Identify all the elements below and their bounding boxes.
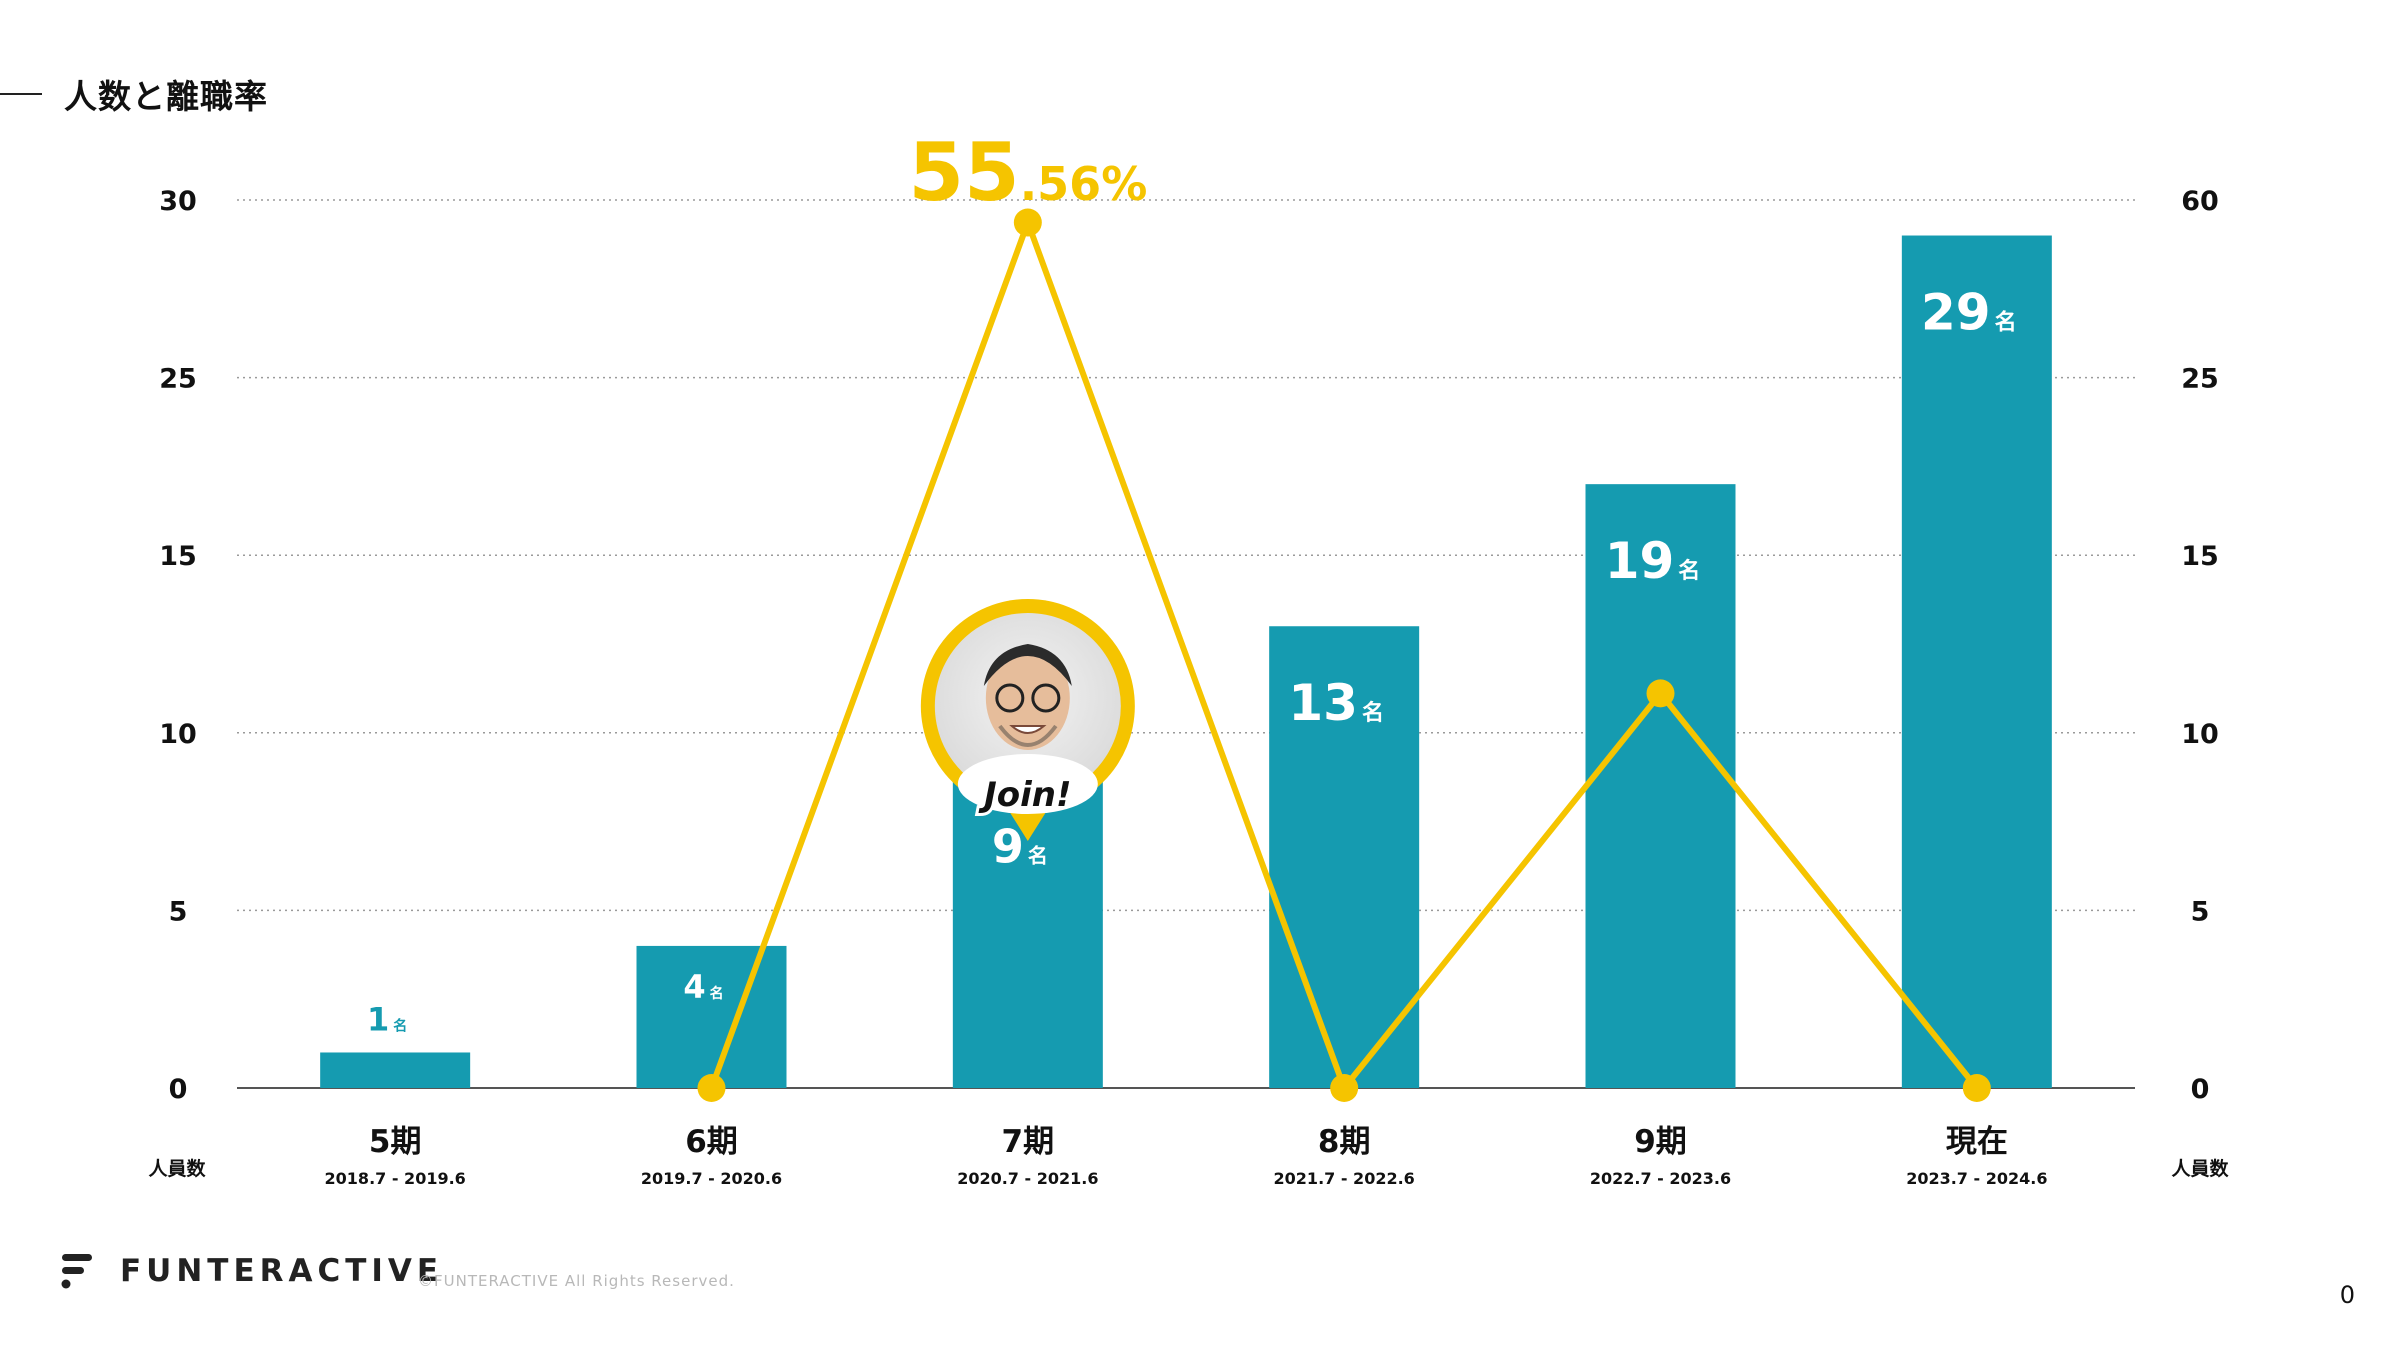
bar <box>320 1052 471 1088</box>
category-label: 5期 <box>369 1124 422 1160</box>
right-tick-label: 25 <box>2181 364 2219 395</box>
funteractive-logo-icon <box>61 1254 92 1289</box>
copyright: ©FUNTERACTIVE All Rights Reserved. <box>418 1272 735 1290</box>
right-tick-label: 0 <box>2191 1074 2210 1105</box>
brand: FUNTERACTIVE <box>60 1252 443 1290</box>
brand-name: FUNTERACTIVE <box>120 1253 444 1289</box>
period-label: 2023.7 - 2024.6 <box>1906 1169 2047 1188</box>
left-axis-label: 人員数 <box>148 1157 206 1180</box>
bar <box>1901 235 2052 1088</box>
avatar-face <box>985 646 1070 750</box>
page-number: 0 <box>2339 1281 2355 1309</box>
line-point <box>1646 679 1675 708</box>
avatar-smile <box>1009 725 1047 734</box>
period-label: 2020.7 - 2021.6 <box>957 1169 1098 1188</box>
page-header: 人数と離職率 <box>0 66 268 122</box>
left-tick-label: 15 <box>159 541 197 572</box>
title-rule <box>0 93 42 95</box>
join-label: Join! <box>978 775 1071 815</box>
right-tick-label: 10 <box>2181 719 2219 750</box>
right-tick-label: 15 <box>2181 541 2219 572</box>
line-point <box>1013 208 1042 237</box>
avatar-hair <box>983 644 1072 686</box>
left-tick-label: 30 <box>159 186 197 217</box>
line-point <box>1330 1074 1359 1102</box>
bar <box>636 945 787 1088</box>
bar <box>1269 626 1420 1088</box>
period-label: 2019.7 - 2020.6 <box>641 1169 782 1188</box>
avatar-glasses-left <box>995 683 1025 713</box>
period-label: 2022.7 - 2023.6 <box>1590 1169 1731 1188</box>
category-label: 7期 <box>1002 1124 1055 1160</box>
page-title: 人数と離職率 <box>64 77 268 116</box>
avatar-pointer <box>1005 806 1050 841</box>
avatar-glasses-right <box>1031 683 1061 713</box>
peak-value-label: 55.56% <box>908 126 1147 219</box>
avatar-beard <box>998 724 1058 747</box>
avatar-shirt <box>957 754 1098 814</box>
bar-value-label: 29 名 <box>1921 284 2017 342</box>
bar <box>1585 484 1736 1088</box>
line-point <box>1962 1074 1991 1102</box>
line-point <box>697 1074 726 1102</box>
category-label: 9期 <box>1634 1124 1687 1160</box>
category-label: 6期 <box>685 1124 738 1160</box>
period-label: 2018.7 - 2019.6 <box>325 1169 466 1188</box>
right-tick-label: 60 <box>2181 186 2219 217</box>
category-label: 現在 <box>1946 1124 2008 1160</box>
left-tick-label: 5 <box>169 896 188 927</box>
right-tick-label: 5 <box>2191 896 2210 927</box>
bar-value-label: 13 名 <box>1288 674 1384 732</box>
left-tick-label: 10 <box>159 719 197 750</box>
left-tick-label: 0 <box>169 1074 188 1105</box>
bar-value-label: 19 名 <box>1605 532 1701 590</box>
category-label: 8期 <box>1318 1124 1371 1160</box>
period-label: 2021.7 - 2022.6 <box>1274 1169 1415 1188</box>
left-tick-label: 25 <box>159 364 197 395</box>
right-axis-label: 人員数 <box>2171 1157 2229 1180</box>
